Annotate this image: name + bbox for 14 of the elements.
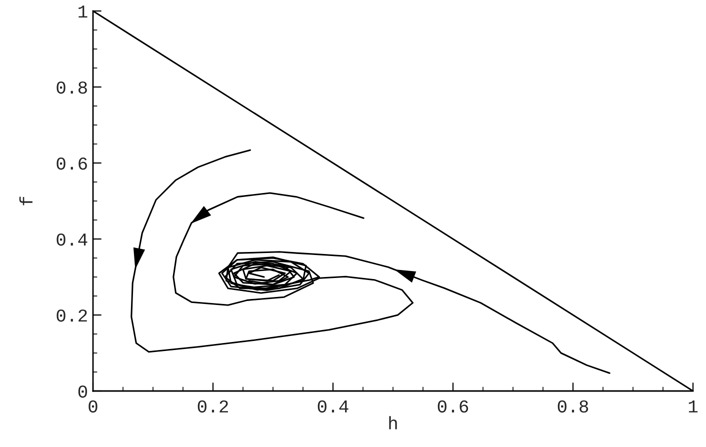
y-tick-label: 0.8 — [56, 81, 87, 94]
y-tick-label: 1 — [78, 6, 88, 18]
y-tick-label: 0.6 — [56, 157, 87, 170]
x-tick-label: 0.2 — [198, 400, 228, 413]
x-tick-label: 0.8 — [558, 400, 588, 413]
x-tick-label: 1 — [688, 400, 698, 412]
y-tick-label: 0.4 — [56, 233, 88, 246]
y-axis-title: f — [19, 196, 32, 206]
x-tick-label: 0 — [88, 400, 98, 413]
x-tick-label: 0.6 — [438, 400, 468, 413]
y-tick-label: 0 — [78, 385, 88, 398]
x-tick-label: 0.4 — [318, 400, 348, 413]
x-axis-title: h — [389, 416, 397, 430]
y-tick-label: 0.2 — [56, 309, 87, 322]
